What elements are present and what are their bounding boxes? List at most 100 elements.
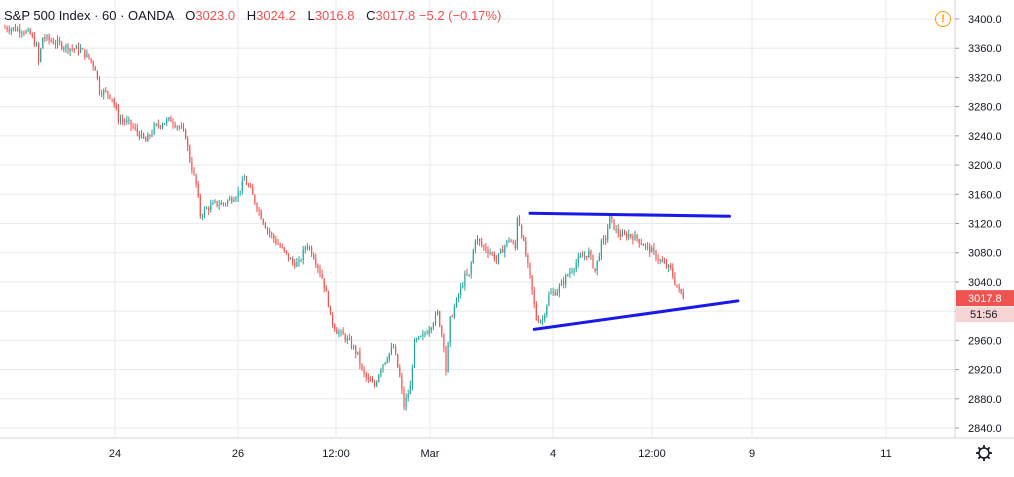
- candle-body: [84, 49, 86, 58]
- candle-body: [644, 244, 647, 246]
- candle-body: [554, 291, 556, 296]
- candle-body: [317, 264, 319, 269]
- candle-body: [573, 269, 575, 272]
- candle-body: [4, 27, 6, 29]
- candle-body: [231, 198, 233, 202]
- candle-body: [560, 281, 563, 286]
- candle-body: [237, 191, 239, 198]
- candle-body: [483, 245, 485, 247]
- candle-body: [172, 121, 174, 125]
- candle-body: [10, 28, 12, 32]
- candle-body: [420, 335, 422, 337]
- candle-body: [382, 364, 384, 370]
- candle-body: [428, 330, 430, 334]
- candle-body: [25, 30, 27, 34]
- candle-body: [266, 228, 269, 231]
- candle-body: [323, 278, 325, 289]
- candle-body: [313, 254, 315, 259]
- candle-body: [348, 338, 350, 340]
- candle-body: [422, 334, 424, 336]
- candle-body: [59, 40, 61, 43]
- candle-body: [82, 48, 84, 50]
- candle-body: [185, 129, 187, 139]
- price-tick-label: 3160.0: [968, 189, 1002, 201]
- candle-body: [350, 339, 353, 348]
- last-price-badge: [956, 290, 1014, 307]
- candle-body: [514, 243, 516, 249]
- candle-body: [327, 291, 329, 306]
- trendlines: [528, 211, 740, 331]
- candle-body: [201, 215, 203, 217]
- candle-body: [61, 42, 63, 49]
- candle-body: [563, 281, 565, 284]
- candle-body: [174, 124, 176, 127]
- candle-body: [388, 353, 390, 360]
- candle-body: [590, 250, 592, 256]
- candle-body: [332, 314, 334, 325]
- candle-body: [674, 276, 676, 285]
- candle-body: [682, 292, 684, 299]
- candle-body: [275, 239, 277, 244]
- candle-body: [447, 342, 449, 373]
- candle-body: [672, 267, 674, 277]
- candle-body: [296, 261, 298, 267]
- candle-body: [147, 134, 149, 142]
- countdown-badge: [956, 307, 1014, 323]
- candle-body: [321, 273, 323, 279]
- candle-body: [279, 244, 281, 247]
- candle-body: [546, 305, 548, 316]
- candle-body: [613, 219, 615, 230]
- candle-body: [107, 91, 109, 95]
- candle-body: [308, 247, 311, 249]
- candle-body: [212, 202, 214, 205]
- candle-body: [506, 240, 508, 246]
- candle-body: [680, 289, 682, 293]
- candle-body: [281, 246, 283, 248]
- candle-body: [670, 265, 672, 268]
- candle-body: [462, 285, 464, 288]
- candle-body: [235, 197, 237, 200]
- candle-body: [155, 124, 157, 126]
- candle-body: [195, 174, 197, 185]
- candle-body: [227, 200, 229, 204]
- candle-body: [491, 252, 493, 254]
- gear-icon[interactable]: [976, 445, 992, 461]
- candle-body: [489, 252, 491, 254]
- candle-body: [401, 376, 403, 390]
- candle-body: [439, 311, 441, 327]
- gear-tooth: [977, 455, 982, 460]
- candle-body: [203, 209, 206, 216]
- candle-body: [287, 253, 290, 260]
- time-tick-label: 11: [880, 448, 891, 460]
- candle-body: [75, 46, 77, 50]
- candles: [4, 23, 684, 411]
- candle-body: [38, 43, 40, 62]
- candle-body: [273, 234, 275, 240]
- candle-body: [371, 381, 374, 383]
- grid: [0, 0, 955, 438]
- candle-body: [611, 215, 613, 220]
- candle-body: [344, 334, 346, 341]
- candle-body: [269, 230, 271, 234]
- candle-body: [493, 253, 495, 260]
- candle-body: [497, 253, 500, 261]
- candle-body: [311, 247, 313, 255]
- symbol-label[interactable]: S&P 500 Index · 60 · OANDA: [4, 8, 174, 23]
- candle-body: [636, 234, 638, 240]
- candle-body: [292, 258, 294, 263]
- candle-body: [214, 200, 216, 203]
- candle-body: [88, 53, 90, 59]
- candle-body: [256, 203, 258, 210]
- candle-body: [19, 28, 21, 33]
- candle-body: [575, 263, 577, 270]
- candle-body: [210, 204, 212, 211]
- candle-body: [96, 70, 98, 79]
- candle-body: [115, 105, 117, 109]
- open-label: O: [185, 8, 196, 23]
- candle-body: [581, 256, 584, 258]
- candle-body: [584, 255, 586, 258]
- alert-icon[interactable]: !: [935, 11, 951, 27]
- candle-body: [628, 234, 630, 238]
